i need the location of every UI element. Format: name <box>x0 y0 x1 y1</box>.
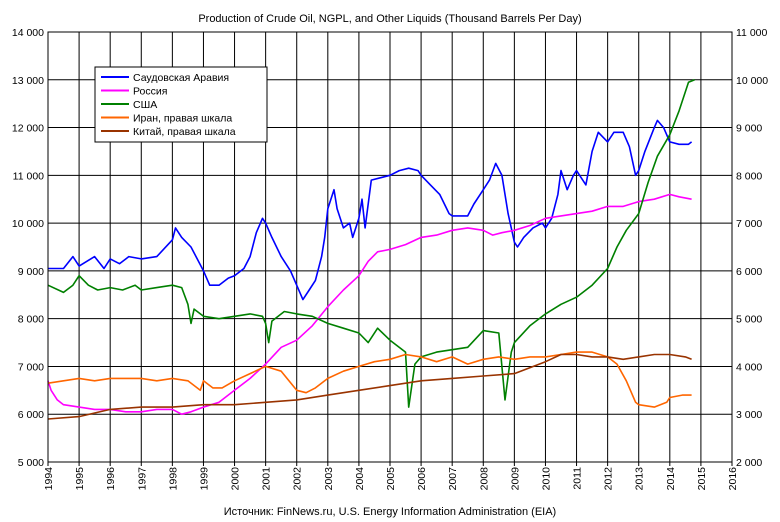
x-tick-label: 2007 <box>447 467 459 491</box>
x-tick-label: 2000 <box>230 467 242 491</box>
x-tick-label: 2005 <box>385 467 397 491</box>
source-caption: Источник: FinNews.ru, U.S. Energy Inform… <box>224 506 556 518</box>
x-tick-label: 2002 <box>292 467 304 491</box>
y-left-tick-label: 7 000 <box>18 361 44 373</box>
y-right-tick-label: 6 000 <box>736 266 762 278</box>
x-tick-label: 2006 <box>416 467 428 491</box>
x-tick-label: 2012 <box>603 467 615 491</box>
y-left-tick-label: 10 000 <box>12 218 44 230</box>
x-tick-label: 2003 <box>323 467 335 491</box>
y-left-tick-label: 6 000 <box>18 409 44 421</box>
x-tick-label: 2015 <box>696 467 708 491</box>
legend-label-2: США <box>133 99 157 111</box>
x-tick-label: 1994 <box>43 467 55 491</box>
y-right-tick-label: 11 000 <box>736 27 767 39</box>
y-right-tick-label: 10 000 <box>736 75 768 87</box>
y-right-tick-label: 4 000 <box>736 361 762 373</box>
y-right-tick-label: 2 000 <box>736 457 762 469</box>
series-line-1 <box>47 193 692 415</box>
y-right-tick-label: 8 000 <box>736 170 762 182</box>
y-right-tick-label: 3 000 <box>736 409 762 421</box>
y-left-tick-label: 11 000 <box>13 170 44 182</box>
x-tick-label: 2014 <box>665 467 677 491</box>
series-layer <box>47 79 695 420</box>
series-line-0 <box>48 119 693 301</box>
x-tick-label: 1997 <box>136 467 148 491</box>
y-left-tick-label: 5 000 <box>18 457 44 469</box>
legend-label-0: Саудовская Аравия <box>133 72 229 84</box>
x-tick-label: 2011 <box>572 467 584 490</box>
x-tick-label: 1996 <box>105 467 117 491</box>
x-axis: 1994 1995 1996 1997 1998 1999 2000 2001 2002 2003… <box>43 462 739 490</box>
series-line-4 <box>47 353 692 420</box>
x-tick-label: 1999 <box>198 467 210 491</box>
y-left-tick-label: 8 000 <box>18 314 44 326</box>
y-left-tick-label: 9 000 <box>18 266 44 278</box>
x-tick-label: 2016 <box>727 467 739 491</box>
legend-label-1: Россия <box>133 86 167 98</box>
y-left-tick-label: 14 000 <box>12 27 44 39</box>
y-left-tick-label: 13 000 <box>12 75 44 87</box>
x-tick-label: 2013 <box>634 467 646 491</box>
series-line-2 <box>47 79 695 408</box>
x-tick-label: 1995 <box>74 467 86 491</box>
chart-title: Production of Crude Oil, NGPL, and Other… <box>198 13 581 25</box>
x-tick-label: 2008 <box>478 467 490 491</box>
x-tick-label: 2004 <box>354 467 366 491</box>
y-right-tick-label: 5 000 <box>736 314 762 326</box>
x-tick-label: 2009 <box>509 467 521 491</box>
series-line-3 <box>47 351 692 408</box>
y-left-tick-label: 12 000 <box>12 123 44 135</box>
y-right-axis: 2 000 3 000 4 000 5 000 6 000 7 000 8 000 9 000… <box>736 27 768 469</box>
y-left-axis: 5 000 6 000 7 000 8 000 9 000 10 000 11 000 12 … <box>12 27 44 469</box>
x-tick-label: 1998 <box>167 467 179 491</box>
x-tick-label: 2010 <box>540 467 552 491</box>
x-tick-label: 2001 <box>261 467 273 491</box>
y-right-tick-label: 9 000 <box>736 123 762 135</box>
legend-label-3: Иран, правая шкала <box>133 113 232 125</box>
y-right-tick-label: 7 000 <box>736 218 762 230</box>
legend-label-4: Китай, правая шкала <box>133 126 236 138</box>
